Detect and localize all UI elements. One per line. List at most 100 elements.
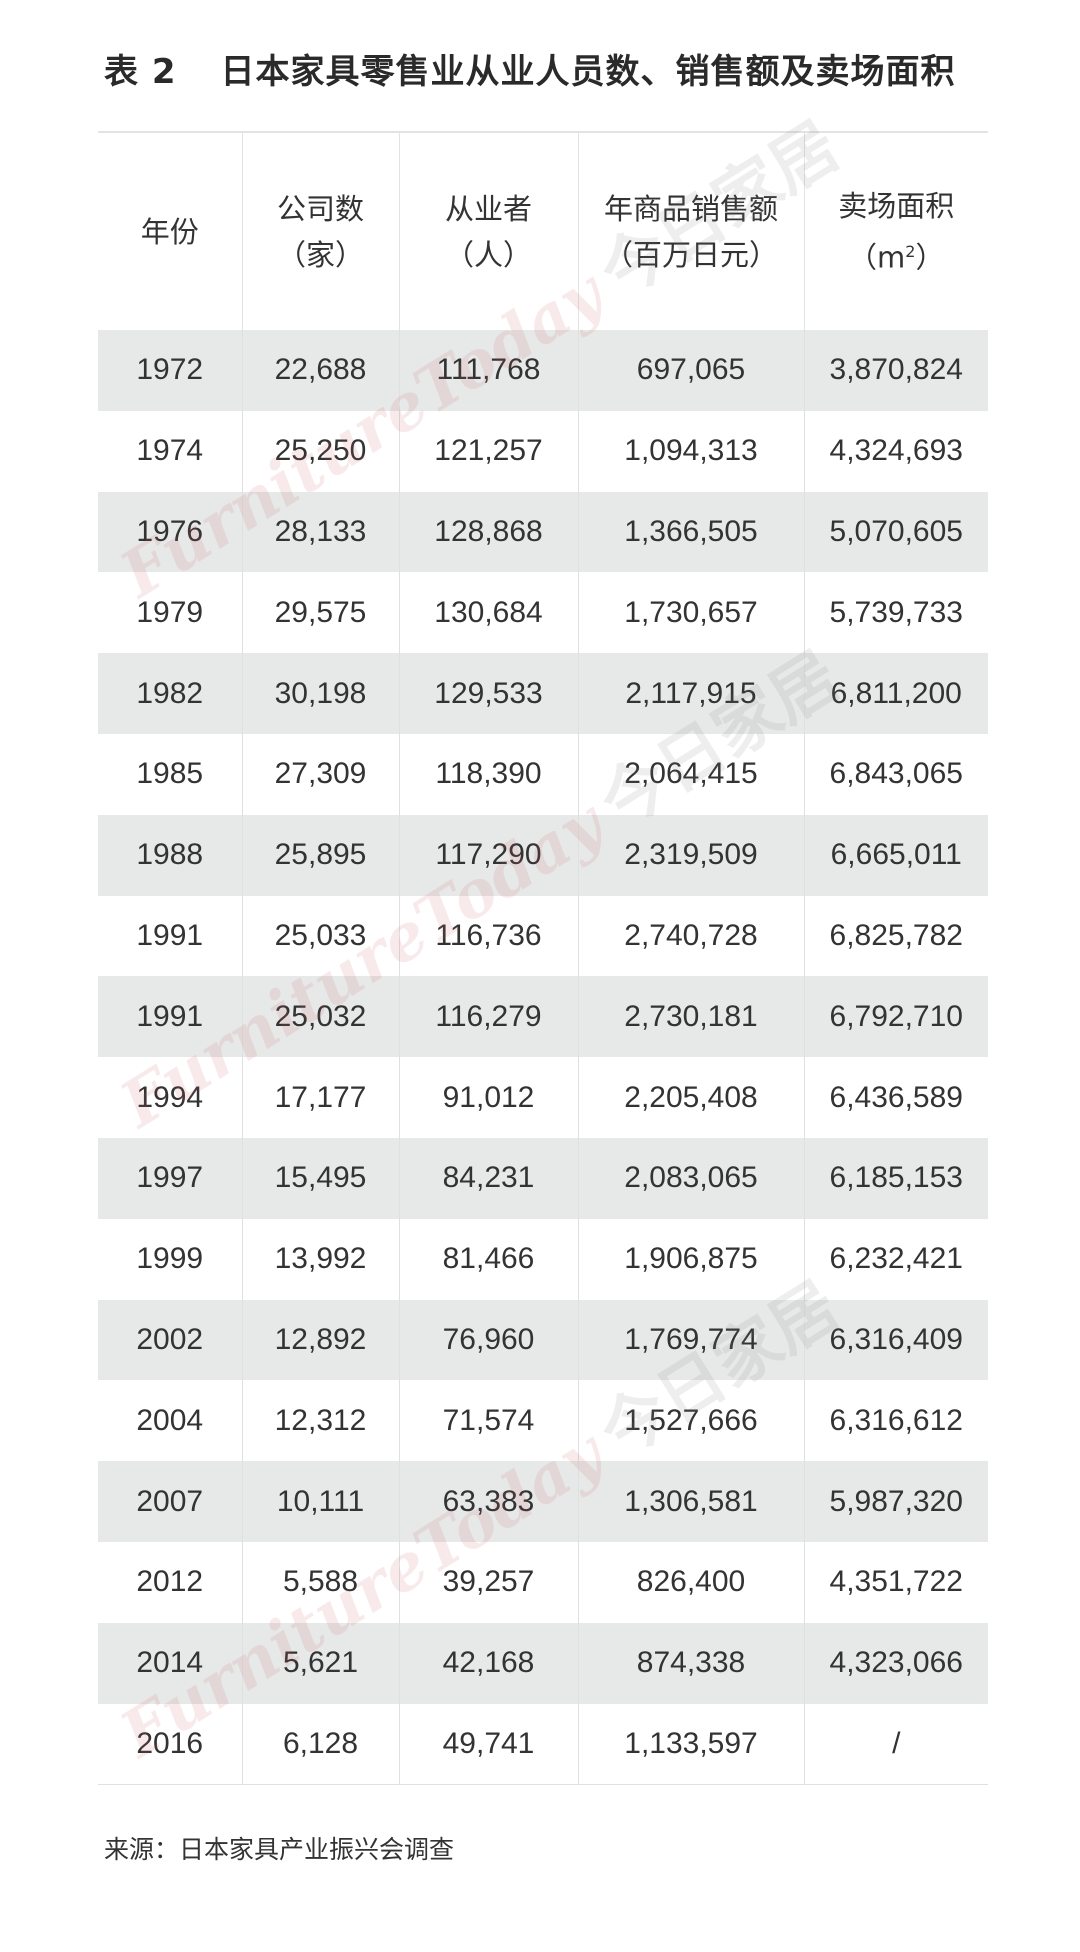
table-title: 表 2 日本家具零售业从业人员数、销售额及卖场面积	[104, 52, 956, 92]
table-cell: 1976	[98, 491, 243, 573]
header-unit: （m2）	[848, 240, 945, 275]
table-cell: 6,436,589	[829, 1080, 963, 1114]
table-cell: 6,232,421	[829, 1242, 963, 1276]
header-label: 公司数	[276, 191, 364, 226]
table-cell: 6,316,612	[829, 1403, 963, 1437]
table-cell: 1991	[98, 895, 243, 977]
table-cell: 1997	[98, 1137, 243, 1219]
table-cell: 63,383	[399, 1461, 579, 1542]
table-cell: 6,128	[242, 1703, 400, 1785]
table-cell: 1,306,581	[578, 1461, 805, 1542]
table-cell: 1988	[98, 814, 243, 896]
table-cell: 91,012	[399, 1057, 579, 1138]
table-cell: 1999	[98, 1218, 243, 1300]
table-cell: 25,250	[242, 410, 400, 492]
table-cell: 27,309	[242, 733, 400, 815]
table-row: 2004 12,312 71,574 1,527,666 6,316,612	[98, 1380, 988, 1462]
header-label: 年商品销售额	[603, 191, 778, 226]
table-cell: 2,730,181	[578, 976, 805, 1058]
table-cell: 117,290	[399, 814, 579, 896]
table-cell: 10,111	[242, 1461, 400, 1542]
table-cell: 2014	[98, 1622, 243, 1704]
table-cell: 121,257	[399, 410, 579, 492]
table-row: 1974 25,250 121,257 1,094,313 4,324,693	[98, 410, 988, 492]
table-row: 2007 10,111 63,383 1,306,581 5,987,320	[98, 1461, 988, 1542]
table-cell: 30,198	[242, 653, 400, 734]
header-label: 年份	[140, 214, 199, 249]
table-cell: 2002	[98, 1299, 243, 1381]
header-unit: （人）	[444, 237, 532, 272]
table-cell: 1,906,875	[578, 1218, 805, 1300]
table-cell: 1982	[98, 653, 243, 734]
table-row: 1985 27,309 118,390 2,064,415 6,843,065	[98, 733, 988, 815]
table-cell: 25,033	[242, 895, 400, 977]
table-cell: 5,987,320	[829, 1484, 963, 1518]
data-table: 年份 公司数 （家） 从业者 （人） 年商品销售额 （百万日元） 卖场面积 （m2） 1972 2…	[98, 131, 988, 1785]
table-row: 1976 28,133 128,868 1,366,505 5,070,605	[98, 491, 988, 573]
table-cell: 2,064,415	[578, 733, 805, 815]
header-row: 年份 公司数 （家） 从业者 （人） 年商品销售额 （百万日元） 卖场面积 （m2）	[98, 132, 988, 330]
table-cell: 697,065	[578, 330, 805, 411]
table-cell: 17,177	[242, 1057, 400, 1138]
table-cell: 28,133	[242, 491, 400, 573]
table-cell: 6,825,782	[829, 918, 963, 952]
table-row: 1997 15,495 84,231 2,083,065 6,185,153	[98, 1137, 988, 1219]
table-cell: 25,032	[242, 976, 400, 1058]
table-cell: 6,811,200	[830, 676, 962, 710]
table-cell: 49,741	[399, 1703, 579, 1785]
table-cell: 1,133,597	[578, 1703, 805, 1785]
table-cell: 29,575	[242, 572, 400, 654]
table-cell: 1991	[98, 976, 243, 1058]
column-header: 公司数 （家）	[242, 132, 400, 330]
source-note: 来源：日本家具产业振兴会调查	[104, 1835, 455, 1864]
table-cell: 1974	[98, 410, 243, 492]
table-row: 2014 5,621 42,168 874,338 4,323,066	[98, 1622, 988, 1704]
table-cell: 71,574	[399, 1380, 579, 1462]
table-row: 1999 13,992 81,466 1,906,875 6,232,421	[98, 1218, 988, 1300]
table-cell: 874,338	[578, 1622, 805, 1704]
table-cell: 3,870,824	[829, 353, 963, 387]
table-cell: 2016	[98, 1703, 243, 1785]
table-cell: 12,892	[242, 1299, 400, 1381]
table-cell: 1972	[98, 330, 243, 411]
table-cell: 2012	[98, 1541, 243, 1623]
table-cell: 4,351,722	[829, 1565, 963, 1599]
table-row: 2002 12,892 76,960 1,769,774 6,316,409	[98, 1299, 988, 1381]
table-cell: 2,117,915	[578, 653, 805, 734]
table-cell: 81,466	[399, 1218, 579, 1300]
table-cell: 2,740,728	[578, 895, 805, 977]
table-cell: 130,684	[399, 572, 579, 654]
table-cell: 13,992	[242, 1218, 400, 1300]
table-cell: 1979	[98, 572, 243, 654]
table-cell: 118,390	[399, 733, 579, 815]
table-cell: 84,231	[399, 1137, 579, 1219]
header-unit: （家）	[276, 237, 364, 272]
column-header: 年商品销售额 （百万日元）	[578, 132, 805, 330]
table-cell: 39,257	[399, 1541, 579, 1623]
table-row: 1994 17,177 91,012 2,205,408 6,436,589	[98, 1057, 988, 1138]
table-row: 1991 25,033 116,736 2,740,728 6,825,782	[98, 895, 988, 977]
table-cell: 1,769,774	[578, 1299, 805, 1381]
table-cell: 1994	[98, 1057, 243, 1138]
table-cell: 2,319,509	[578, 814, 805, 896]
header-unit: （百万日元）	[603, 237, 778, 272]
table-cell: /	[892, 1726, 901, 1760]
table-row: 1991 25,032 116,279 2,730,181 6,792,710	[98, 976, 988, 1058]
table-cell: 4,323,066	[829, 1646, 963, 1680]
table-cell: 1,366,505	[578, 491, 805, 573]
table-cell: 22,688	[242, 330, 400, 411]
table-cell: 129,533	[399, 653, 579, 734]
table-cell: 12,312	[242, 1380, 400, 1462]
table-cell: 15,495	[242, 1137, 400, 1219]
table-cell: 111,768	[399, 330, 579, 411]
table-cell: 1,730,657	[578, 572, 805, 654]
header-label: 卖场面积	[838, 188, 955, 223]
table-cell: 5,070,605	[829, 514, 963, 548]
table-cell: 6,843,065	[829, 757, 963, 791]
table-cell: 6,316,409	[829, 1322, 963, 1356]
table-row: 1982 30,198 129,533 2,117,915 6,811,200	[98, 653, 988, 734]
table-row: 2016 6,128 49,741 1,133,597 /	[98, 1703, 988, 1785]
table-cell: 2007	[98, 1461, 243, 1542]
header-label: 从业者	[444, 191, 532, 226]
table-cell: 128,868	[399, 491, 579, 573]
